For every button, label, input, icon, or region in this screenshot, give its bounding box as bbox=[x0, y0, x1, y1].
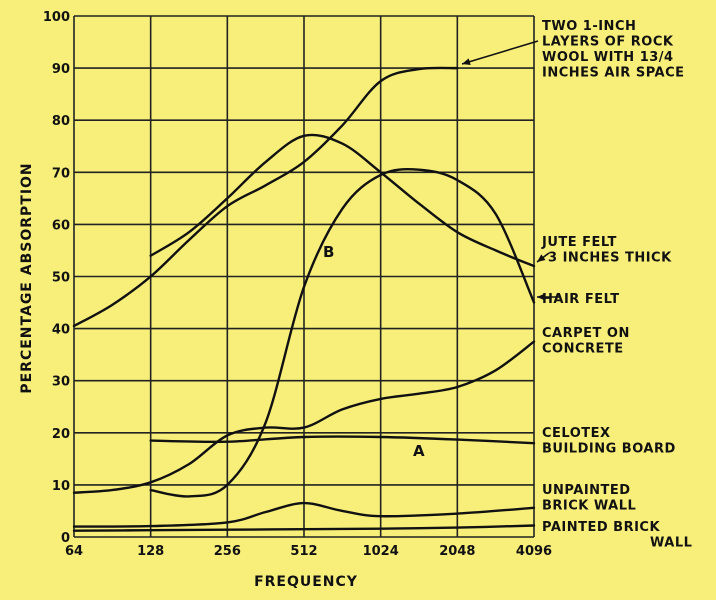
y-tick-label: 30 bbox=[52, 375, 70, 390]
y-tick-label: 0 bbox=[61, 531, 70, 546]
grid bbox=[73, 15, 535, 538]
series-line-jute-felt bbox=[149, 133, 536, 268]
label-painted-brick: PAINTED BRICK WALL bbox=[542, 520, 692, 551]
label-jute-felt-line: JUTE FELT bbox=[541, 235, 617, 250]
y-tick-labels: 0 10 20 30 40 50 60 70 80 90 100 bbox=[43, 10, 70, 546]
label-carpet-line: CARPET ON bbox=[542, 326, 630, 341]
series-line-painted-brick-wall bbox=[72, 524, 536, 532]
arrow-rock-wool bbox=[461, 40, 539, 65]
label-rock-wool-line: LAYERS OF ROCK bbox=[542, 35, 674, 50]
label-celotex: CELOTEX BUILDING BOARD bbox=[542, 426, 676, 457]
label-celotex-line: CELOTEX bbox=[542, 426, 611, 441]
label-jute-felt-line: 3 INCHES THICK bbox=[548, 251, 672, 266]
arrow-hair-felt-head bbox=[537, 293, 545, 301]
label-celotex-line: BUILDING BOARD bbox=[542, 442, 676, 457]
x-tick-label: 2048 bbox=[439, 544, 475, 559]
label-rock-wool-line: TWO 1-INCH bbox=[542, 19, 636, 34]
label-unpainted-brick-line: BRICK WALL bbox=[542, 499, 636, 514]
y-tick-label: 90 bbox=[52, 62, 70, 77]
y-tick-label: 70 bbox=[52, 166, 70, 181]
annotation-a: A bbox=[413, 442, 425, 460]
series-line-hair-felt bbox=[149, 168, 536, 498]
label-rock-wool: TWO 1-INCH LAYERS OF ROCK WOOL WITH 13/4 IN… bbox=[542, 19, 685, 81]
x-tick-label: 4096 bbox=[516, 544, 552, 559]
series-curves bbox=[72, 66, 536, 532]
label-carpet: CARPET ON CONCRETE bbox=[542, 326, 630, 357]
series-labels: TWO 1-INCH LAYERS OF ROCK WOOL WITH 13/4 IN… bbox=[541, 19, 692, 551]
series-line-carpet-on-concrete bbox=[72, 340, 536, 494]
y-tick-label: 80 bbox=[52, 114, 70, 129]
y-tick-label: 10 bbox=[52, 479, 70, 494]
x-tick-label: 64 bbox=[65, 544, 83, 559]
arrow-jute-felt-head bbox=[537, 254, 546, 262]
x-tick-label: 1024 bbox=[363, 544, 399, 559]
y-tick-label: 20 bbox=[52, 427, 70, 442]
y-tick-label: 40 bbox=[52, 323, 70, 338]
label-carpet-line: CONCRETE bbox=[542, 342, 624, 357]
x-tick-label: 512 bbox=[290, 544, 317, 559]
x-tick-labels: 64 128 256 512 1024 2048 4096 bbox=[65, 544, 552, 559]
label-painted-brick-line: WALL bbox=[650, 536, 692, 551]
x-axis-label: FREQUENCY bbox=[254, 574, 358, 590]
label-arrows bbox=[461, 40, 560, 301]
series-line-unpainted-brick-wall bbox=[72, 501, 536, 528]
label-hair-felt: HAIR FELT bbox=[542, 292, 620, 307]
label-unpainted-brick: UNPAINTED BRICK WALL bbox=[542, 483, 636, 514]
x-tick-label: 128 bbox=[137, 544, 164, 559]
arrow-rock-wool-head bbox=[462, 58, 471, 66]
label-rock-wool-line: WOOL WITH 13/4 bbox=[542, 50, 674, 65]
label-hair-felt-line: HAIR FELT bbox=[542, 292, 620, 307]
series-line-celotex-building-board bbox=[149, 435, 536, 445]
annotation-b: B bbox=[323, 243, 334, 261]
y-tick-label: 50 bbox=[52, 271, 70, 286]
y-tick-label: 60 bbox=[52, 218, 70, 233]
y-axis-label: PERCENTAGE ABSORPTION bbox=[19, 162, 35, 393]
label-rock-wool-line: INCHES AIR SPACE bbox=[542, 66, 685, 81]
label-unpainted-brick-line: UNPAINTED bbox=[542, 483, 631, 498]
label-painted-brick-line: PAINTED BRICK bbox=[542, 520, 660, 535]
label-jute-felt: JUTE FELT 3 INCHES THICK bbox=[541, 235, 672, 266]
series-line-rock-wool bbox=[72, 66, 459, 328]
y-tick-label: 100 bbox=[43, 10, 70, 25]
x-tick-label: 256 bbox=[214, 544, 241, 559]
